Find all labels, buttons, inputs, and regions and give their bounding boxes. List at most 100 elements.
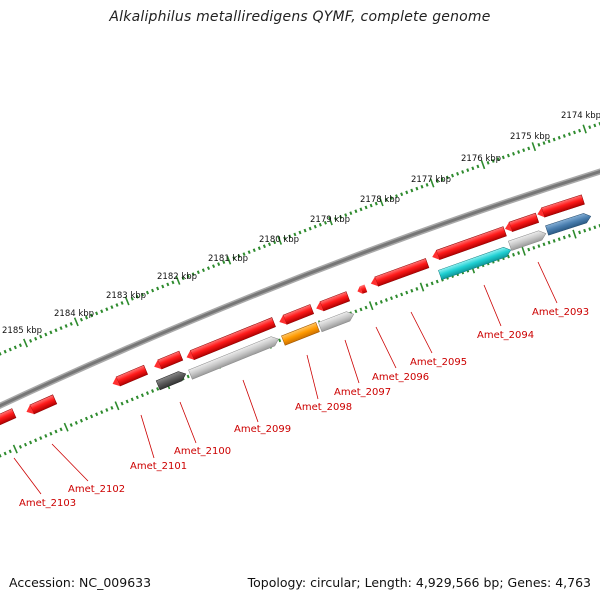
gene-feature[interactable]: [438, 245, 512, 281]
gene-feature[interactable]: [277, 304, 315, 326]
gene-label-amet-2100[interactable]: Amet_2100: [174, 446, 231, 457]
gene-feature[interactable]: [536, 194, 585, 219]
ruler-label-2185: 2185 kbp: [2, 326, 42, 336]
gene-feature[interactable]: [111, 364, 149, 388]
gene-feature[interactable]: [155, 369, 188, 391]
ruler-minor-tick: [54, 429, 58, 434]
ruler-minor-tick: [44, 434, 48, 438]
ruler-major-tick: [63, 422, 69, 432]
gene-labels: Amet_2093 Amet_2094 Amet_2095 Amet_2096 …: [19, 307, 589, 509]
ruler-minor-tick: [588, 227, 592, 231]
ruler-label-2184: 2184 kbp: [54, 309, 94, 319]
ruler-minor-tick: [54, 328, 58, 333]
gene-feature[interactable]: [545, 212, 592, 236]
ruler-minor-tick: [288, 234, 292, 239]
ruler-minor-tick: [537, 142, 541, 147]
ruler-minor-tick: [237, 254, 241, 259]
gene-label-amet-2103[interactable]: Amet_2103: [19, 498, 76, 509]
gene-feature[interactable]: [318, 310, 355, 333]
gene-feature[interactable]: [24, 394, 58, 417]
ruler-minor-tick: [3, 451, 7, 456]
ruler-label-2178: 2178 kbp: [360, 195, 400, 205]
gene-label-amet-2098[interactable]: Amet_2098: [295, 402, 352, 413]
ruler-major-tick: [419, 282, 425, 292]
ruler-minor-tick: [84, 315, 89, 320]
ruler-minor-tick: [145, 290, 150, 295]
ruler-minor-tick: [95, 311, 99, 316]
ruler-minor-tick: [79, 317, 83, 322]
gene-label-amet-2096[interactable]: Amet_2096: [372, 372, 429, 383]
gene-label-amet-2097[interactable]: Amet_2097: [334, 387, 391, 398]
gene-label-amet-2095[interactable]: Amet_2095: [410, 357, 467, 368]
ruler-major-tick: [12, 444, 18, 454]
gene-feature[interactable]: [508, 229, 547, 251]
gene-feature[interactable]: [503, 212, 540, 234]
gene-feature[interactable]: [152, 350, 184, 371]
ruler-minor-tick: [415, 186, 419, 191]
ruler-major-tick: [429, 178, 435, 188]
ruler-minor-tick: [262, 244, 266, 249]
gene-feature[interactable]: [188, 334, 281, 380]
gene-feature[interactable]: [356, 284, 368, 296]
ruler-minor-tick: [547, 240, 551, 245]
gene-label-amet-2101[interactable]: Amet_2101: [130, 461, 187, 472]
ruler-minor-tick: [196, 270, 200, 275]
ruler-major-tick: [124, 296, 130, 306]
ruler-minor-tick: [506, 254, 510, 259]
ruler-minor-tick: [49, 330, 53, 335]
ruler-major-tick: [277, 235, 283, 245]
gene-feature[interactable]: [185, 317, 276, 362]
ruler-minor-tick: [273, 240, 277, 245]
ruler-major-tick: [328, 216, 333, 226]
ruler-label-2181: 2181 kbp: [208, 254, 248, 264]
genes-forward-strand: [0, 194, 585, 428]
ruler-minor-tick: [440, 177, 444, 182]
ruler-minor-tick: [527, 247, 531, 252]
ruler-minor-tick: [59, 326, 63, 331]
ruler-label-2180: 2180 kbp: [259, 235, 299, 245]
gene-label-amet-2093[interactable]: Amet_2093: [532, 307, 589, 318]
ruler-minor-tick: [359, 307, 363, 312]
ruler-minor-tick: [125, 399, 129, 404]
ruler-minor-tick: [105, 408, 109, 412]
gene-feature[interactable]: [314, 291, 351, 314]
genes-reverse-strand: [155, 212, 592, 391]
gene-feature[interactable]: [0, 408, 17, 428]
ruler-minor-tick: [18, 343, 22, 348]
ruler-minor-tick: [395, 194, 399, 198]
genome-summary-text: Topology: circular; Length: 4,929,566 bp…: [247, 575, 591, 590]
ruler-label-2179: 2179 kbp: [310, 215, 350, 225]
ruler-minor-tick: [191, 272, 195, 277]
ruler-minor-tick: [435, 279, 439, 284]
ruler-minor-tick: [267, 242, 272, 247]
gene-feature[interactable]: [369, 258, 430, 288]
ruler-minor-tick: [293, 232, 297, 237]
ruler-label-2176: 2176 kbp: [461, 154, 501, 164]
ruler-minor-tick: [527, 146, 531, 151]
ruler-major-tick: [114, 401, 120, 411]
ruler-minor-tick: [283, 236, 287, 241]
ruler-minor-tick: [222, 260, 226, 265]
ruler-label-2174: 2174 kbp: [561, 111, 600, 121]
gene-feature[interactable]: [281, 322, 320, 346]
ruler-minor-tick: [384, 198, 388, 202]
ruler-major-tick: [379, 197, 384, 207]
gene-label-amet-2094[interactable]: Amet_2094: [477, 330, 534, 341]
ruler-minor-tick: [34, 336, 38, 341]
map-title: Alkaliphilus metalliredigens QYMF, compl…: [109, 9, 491, 25]
ruler-minor-tick: [339, 215, 343, 219]
ruler-major-tick: [582, 124, 587, 134]
ruler-minor-tick: [298, 230, 302, 235]
ruler-minor-tick: [247, 250, 251, 255]
ruler-minor-tick: [400, 192, 404, 197]
label-leaders: [13, 261, 558, 495]
gene-label-amet-2102[interactable]: Amet_2102: [68, 484, 125, 495]
gene-feature[interactable]: [431, 226, 507, 262]
ruler-minor-tick: [23, 442, 28, 447]
ruler-minor-tick: [344, 213, 348, 217]
ruler-minor-tick: [59, 427, 63, 432]
ruler-minor-tick: [34, 438, 38, 443]
ruler-minor-tick: [522, 148, 526, 153]
gene-label-amet-2099[interactable]: Amet_2099: [234, 424, 291, 435]
